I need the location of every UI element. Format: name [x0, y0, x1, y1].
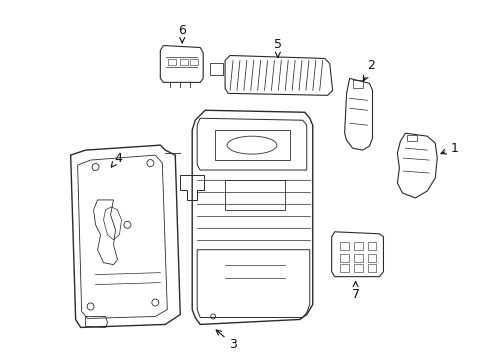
Text: 5: 5	[273, 38, 281, 57]
Text: 4: 4	[111, 152, 122, 167]
Text: 3: 3	[216, 330, 237, 351]
Text: 7: 7	[351, 282, 359, 301]
Text: 2: 2	[363, 59, 375, 81]
Text: 6: 6	[178, 24, 186, 43]
Text: 1: 1	[440, 141, 457, 155]
